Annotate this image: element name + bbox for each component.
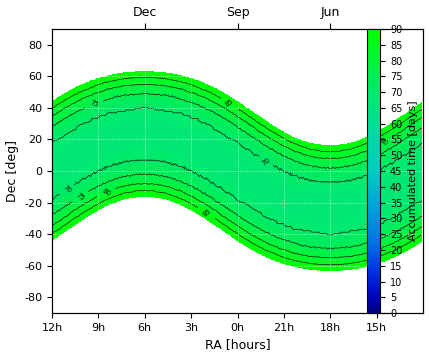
Text: 70: 70	[260, 156, 272, 166]
Text: 70: 70	[61, 184, 72, 195]
Text: 80: 80	[101, 188, 112, 197]
Text: 75: 75	[89, 100, 99, 109]
X-axis label: RA [hours]: RA [hours]	[205, 338, 270, 351]
Text: 85: 85	[201, 208, 212, 218]
Text: 75: 75	[75, 192, 86, 202]
Text: 80: 80	[378, 137, 389, 147]
Text: 85: 85	[224, 98, 235, 108]
Y-axis label: Dec [deg]: Dec [deg]	[6, 140, 18, 202]
Y-axis label: Accumulated time [days]: Accumulated time [days]	[408, 101, 418, 241]
